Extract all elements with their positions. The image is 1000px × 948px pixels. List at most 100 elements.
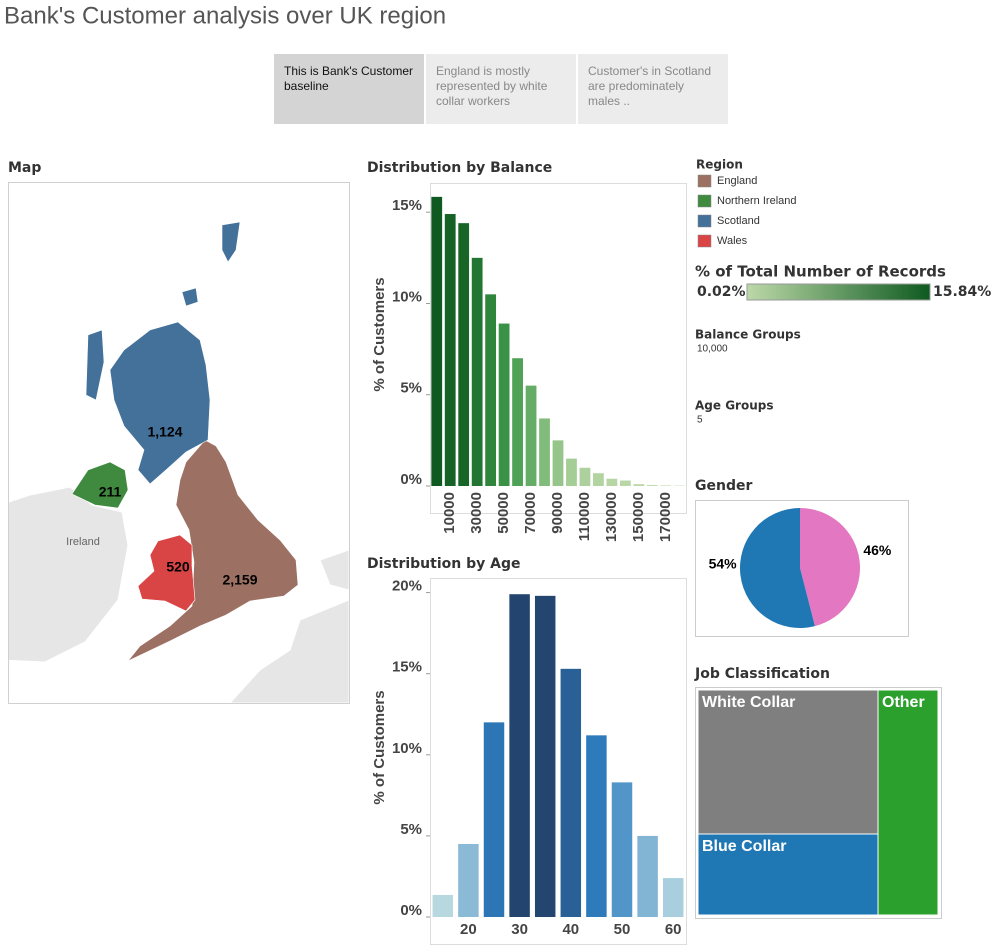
x-tick-label: 50000 [495,492,512,534]
treemap-cell [697,833,879,916]
parameter-value: 5 [697,415,703,426]
bar [560,668,582,917]
bar [525,385,537,486]
legend-swatch [697,174,712,188]
pie-frame [695,500,909,637]
x-tick-label: 30 [511,921,528,938]
region-label: 2,159 [222,572,257,588]
bar [458,223,470,487]
y-tick-label: 20% [392,578,422,595]
legend-title: Region [696,158,743,172]
bar [483,722,505,917]
y-tick-label: 10% [392,740,422,757]
y-tick-label: 15% [392,197,422,214]
bar [593,473,604,486]
page-title: Bank's Customer analysis over UK region [4,2,446,29]
bar [552,440,564,486]
legend-label: Wales [717,235,748,247]
bar [646,485,658,486]
land-europe [229,599,349,703]
pie-slice [740,508,815,628]
legend-label: England [717,175,757,187]
bar [579,467,591,486]
region-shape [71,461,129,509]
region-label: 1,124 [147,424,182,440]
chart-title: Distribution by Age [367,556,520,572]
region-shape [127,439,299,662]
bar [633,484,645,486]
x-tick-label: 60 [665,921,682,938]
plot-frame [430,578,687,945]
bar [471,257,483,486]
y-tick-label: 15% [392,659,422,676]
bar [619,480,631,486]
bar [586,735,607,917]
parameter-name: Age Groups [695,399,773,413]
bar [660,485,672,486]
parameter-value: 10,000 [697,344,728,355]
color-legend-title: % of Total Number of Records [695,263,946,281]
x-tick-label: 20 [460,921,477,938]
treemap-frame [695,687,942,919]
legend-swatch [697,214,712,228]
pie-slice [800,508,861,627]
legend-label: Scotland [717,215,760,227]
story-point[interactable]: This is Bank's Customer baseline [274,54,424,124]
color-ramp [746,283,931,301]
y-tick-label: 0% [400,902,422,919]
color-legend-min: 0.02% [697,284,746,300]
plot-frame [430,183,687,514]
x-tick-label: 30000 [468,492,485,534]
bar [431,196,443,486]
legend: England Northern Ireland Scotland Wales [697,174,797,248]
y-tick-label: 10% [392,288,422,305]
x-tick-label: 70000 [522,492,539,534]
legend-label: Northern Ireland [717,195,797,207]
story-point[interactable]: Customer's in Scotland are predominately… [578,54,728,124]
bar [662,878,684,917]
x-tick-label: 40 [562,921,579,938]
treemap-label: Blue Collar [702,838,786,855]
pie-label: 46% [863,542,892,558]
map-title: Map [8,160,41,176]
x-tick-label: 10000 [441,492,458,534]
bar [432,894,454,917]
chart-title: Job Classification [694,666,830,682]
bar [444,214,456,486]
land-ireland [9,486,129,663]
place-label: Ireland [66,536,100,548]
parameter-name: Balance Groups [695,328,801,342]
x-tick-label: 110000 [576,492,593,541]
x-tick-label: 170000 [657,492,674,542]
y-tick-label: 5% [400,380,422,397]
bar [534,595,556,917]
map-base [9,486,349,703]
x-tick-label: 90000 [549,492,566,534]
chart-title: Distribution by Balance [367,160,552,176]
bar [458,844,479,917]
map-regions: 2,159 211 1,124 520 [71,221,299,662]
bar [637,835,658,917]
x-tick-label: 130000 [603,492,620,542]
region-label: 211 [99,484,122,500]
bar [509,594,530,917]
story-point[interactable]: England is mostly represented by white c… [426,54,576,124]
bar [498,323,510,486]
treemap-label: Other [882,694,925,711]
y-axis-title: % of Customers [371,690,388,804]
treemap-label: White Collar [702,694,795,711]
bar [485,294,497,486]
y-tick-label: 0% [400,471,422,488]
color-legend-max: 15.84% [933,284,991,300]
bar [606,478,618,486]
x-tick-label: 150000 [630,492,647,542]
legend-swatch [697,194,712,208]
region-label: 520 [166,559,190,575]
region-shape [137,534,196,612]
region-shape [85,221,241,485]
bar [611,782,633,917]
chart-title: Gender [695,478,752,494]
treemap-cell [697,689,879,835]
